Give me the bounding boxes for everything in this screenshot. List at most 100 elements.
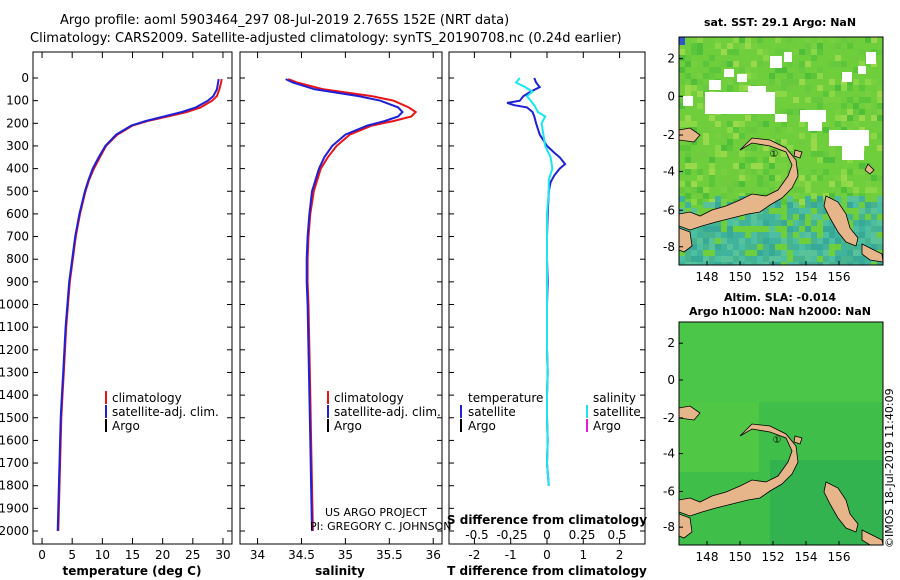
sst-pixel (823, 151, 829, 157)
map-x-tick-label: 150 (729, 270, 752, 284)
sst-teal-pixel (877, 262, 883, 265)
sst-pixel (709, 181, 715, 187)
sst-pixel (739, 181, 745, 187)
sst-pixel (751, 43, 757, 49)
sst-pixel (751, 73, 757, 79)
sst-teal-pixel (715, 226, 721, 232)
sst-pixel (859, 61, 865, 67)
sst-teal-pixel (787, 226, 793, 232)
difference-legend-salinity: salinity satellite Argo (586, 391, 641, 433)
sst-pixel (847, 43, 853, 49)
sst-teal-pixel (733, 262, 739, 265)
sst-teal-pixel (721, 250, 727, 256)
sst-teal-pixel (853, 250, 859, 256)
sst-pixel (823, 169, 829, 175)
sst-teal-pixel (709, 202, 715, 208)
sst-teal-pixel (733, 244, 739, 250)
sst-pixel (733, 133, 739, 139)
sst-teal-pixel (787, 196, 793, 202)
sst-pixel (859, 85, 865, 91)
sst-teal-pixel (859, 256, 865, 262)
sst-teal-pixel (871, 244, 877, 250)
sst-teal-pixel (763, 238, 769, 244)
sst-teal-pixel (721, 244, 727, 250)
sst-pixel (751, 127, 757, 133)
sst-teal-pixel (763, 256, 769, 262)
sst-pixel (871, 109, 877, 115)
sst-pixel (697, 49, 703, 55)
sst-pixel (697, 79, 703, 85)
map-y-tick-label: 2 (667, 52, 675, 66)
sst-pixel (727, 49, 733, 55)
sst-teal-pixel (715, 220, 721, 226)
sst-teal-pixel (685, 256, 691, 262)
salinity-legend: climatology satellite-adj. clim. Argo (327, 391, 441, 433)
sst-pixel (685, 169, 691, 175)
sst-teal-pixel (781, 220, 787, 226)
sst-teal-pixel (835, 262, 841, 265)
sst-pixel (691, 163, 697, 169)
sst-pixel (685, 115, 691, 121)
sst-pixel (793, 181, 799, 187)
sst-teal-pixel (787, 208, 793, 214)
sst-pixel (787, 37, 793, 43)
sst-pixel (793, 97, 799, 103)
sst-pixel (865, 181, 871, 187)
sla-argo-marker: ① (773, 435, 782, 446)
sst-pixel (775, 181, 781, 187)
sst-teal-pixel (691, 244, 697, 250)
sst-pixel (799, 139, 805, 145)
sst-teal-pixel (769, 238, 775, 244)
sst-teal-pixel (859, 214, 865, 220)
depth-tick-label: 600 (6, 207, 29, 221)
sst-pixel (865, 97, 871, 103)
sst-pixel (829, 193, 835, 199)
sst-pixel (817, 37, 823, 43)
sst-pixel (805, 49, 811, 55)
sla-map: ① (679, 322, 883, 545)
sst-teal-pixel (739, 238, 745, 244)
sst-pixel (811, 55, 817, 61)
sst-pixel (745, 115, 751, 121)
sst-pixel (727, 127, 733, 133)
sst-teal-pixel (793, 226, 799, 232)
sst-teal-pixel (763, 220, 769, 226)
sst-pixel (835, 181, 841, 187)
map-y-tick-label: -2 (663, 411, 675, 425)
map-x-tick-label: 156 (828, 270, 851, 284)
sst-pixel (835, 121, 841, 127)
sst-pixel (877, 133, 883, 139)
sst-map-axes: 148 150 152 154 156 2 0 -2 -4 -6 -8 (663, 52, 850, 284)
map-y-tick-label: -6 (663, 484, 675, 498)
sst-pixel (733, 79, 739, 85)
sst-teal-pixel (763, 250, 769, 256)
sst-pixel (691, 49, 697, 55)
sst-teal-pixel (853, 262, 859, 265)
sst-pixel (703, 139, 709, 145)
depth-tick-label: 1500 (0, 411, 29, 425)
sst-pixel (877, 187, 883, 193)
sst-teal-pixel (811, 256, 817, 262)
sst-pixel (781, 163, 787, 169)
sst-teal-pixel (679, 256, 685, 262)
sst-pixel (679, 103, 685, 109)
depth-tick-label: 1000 (0, 298, 29, 312)
imos-timestamp: ©IMOS 18-Jul-2019 11:40:09 (883, 388, 896, 548)
sst-teal-pixel (787, 244, 793, 250)
sst-pixel (829, 145, 835, 151)
sst-teal-pixel (757, 214, 763, 220)
sst-pixel (799, 61, 805, 67)
sst-pixel (697, 199, 703, 205)
sst-pixel (817, 85, 823, 91)
sst-pixel (811, 169, 817, 175)
sst-teal-pixel (709, 238, 715, 244)
sst-pixel (709, 55, 715, 61)
sst-teal-pixel (805, 208, 811, 214)
sst-pixel (751, 169, 757, 175)
sst-teal-pixel (769, 214, 775, 220)
sst-teal-pixel (787, 214, 793, 220)
sst-teal-pixel (865, 208, 871, 214)
sst-pixel (697, 37, 703, 43)
sst-teal-pixel (805, 232, 811, 238)
sst-teal-pixel (679, 196, 685, 202)
